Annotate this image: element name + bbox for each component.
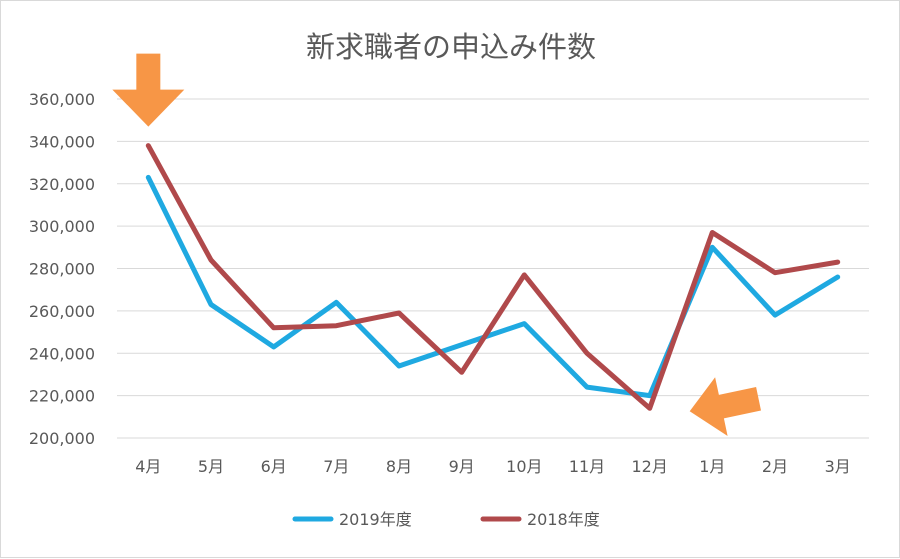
annotation-arrows [112,53,761,436]
legend-label: 2019年度 [339,510,412,529]
x-tick-label: 3月 [825,457,851,476]
y-tick-label: 320,000 [29,175,95,194]
legend-label: 2018年度 [527,510,600,529]
x-tick-label: 11月 [569,457,605,476]
y-tick-label: 300,000 [29,217,95,236]
y-tick-label: 280,000 [29,260,95,279]
y-tick-label: 240,000 [29,344,95,363]
x-tick-label: 9月 [449,457,475,476]
arrow-diagonal-annotation [689,377,761,436]
x-tick-label: 10月 [506,457,542,476]
legend: 2019年度 2018年度 [292,510,600,529]
chart-title: 新求職者の申込み件数 [306,30,596,64]
y-tick-label: 200,000 [29,429,95,448]
x-tick-label: 4月 [135,457,161,476]
y-tick-label: 360,000 [29,90,95,109]
x-tick-label: 8月 [386,457,412,476]
y-tick-label: 220,000 [29,387,95,406]
x-tick-label: 6月 [261,457,287,476]
x-axis-tick-labels: 4月 5月 6月 7月 8月 9月 10月 11月 12月 1月 2月 3月 [135,457,851,476]
y-axis-tick-labels: 200,000 220,000 240,000 260,000 280,000 300,0… [29,90,95,448]
series-line [145,174,841,399]
x-tick-label: 1月 [699,457,725,476]
y-tick-label: 340,000 [29,132,95,151]
y-tick-label: 260,000 [29,302,95,321]
gridlines [117,98,869,439]
series-lines [145,143,841,411]
series-line [145,143,841,411]
arrow-down-annotation [112,53,185,127]
x-tick-label: 2月 [762,457,788,476]
x-tick-label: 7月 [323,457,349,476]
x-tick-label: 5月 [198,457,224,476]
x-tick-label: 12月 [631,457,667,476]
